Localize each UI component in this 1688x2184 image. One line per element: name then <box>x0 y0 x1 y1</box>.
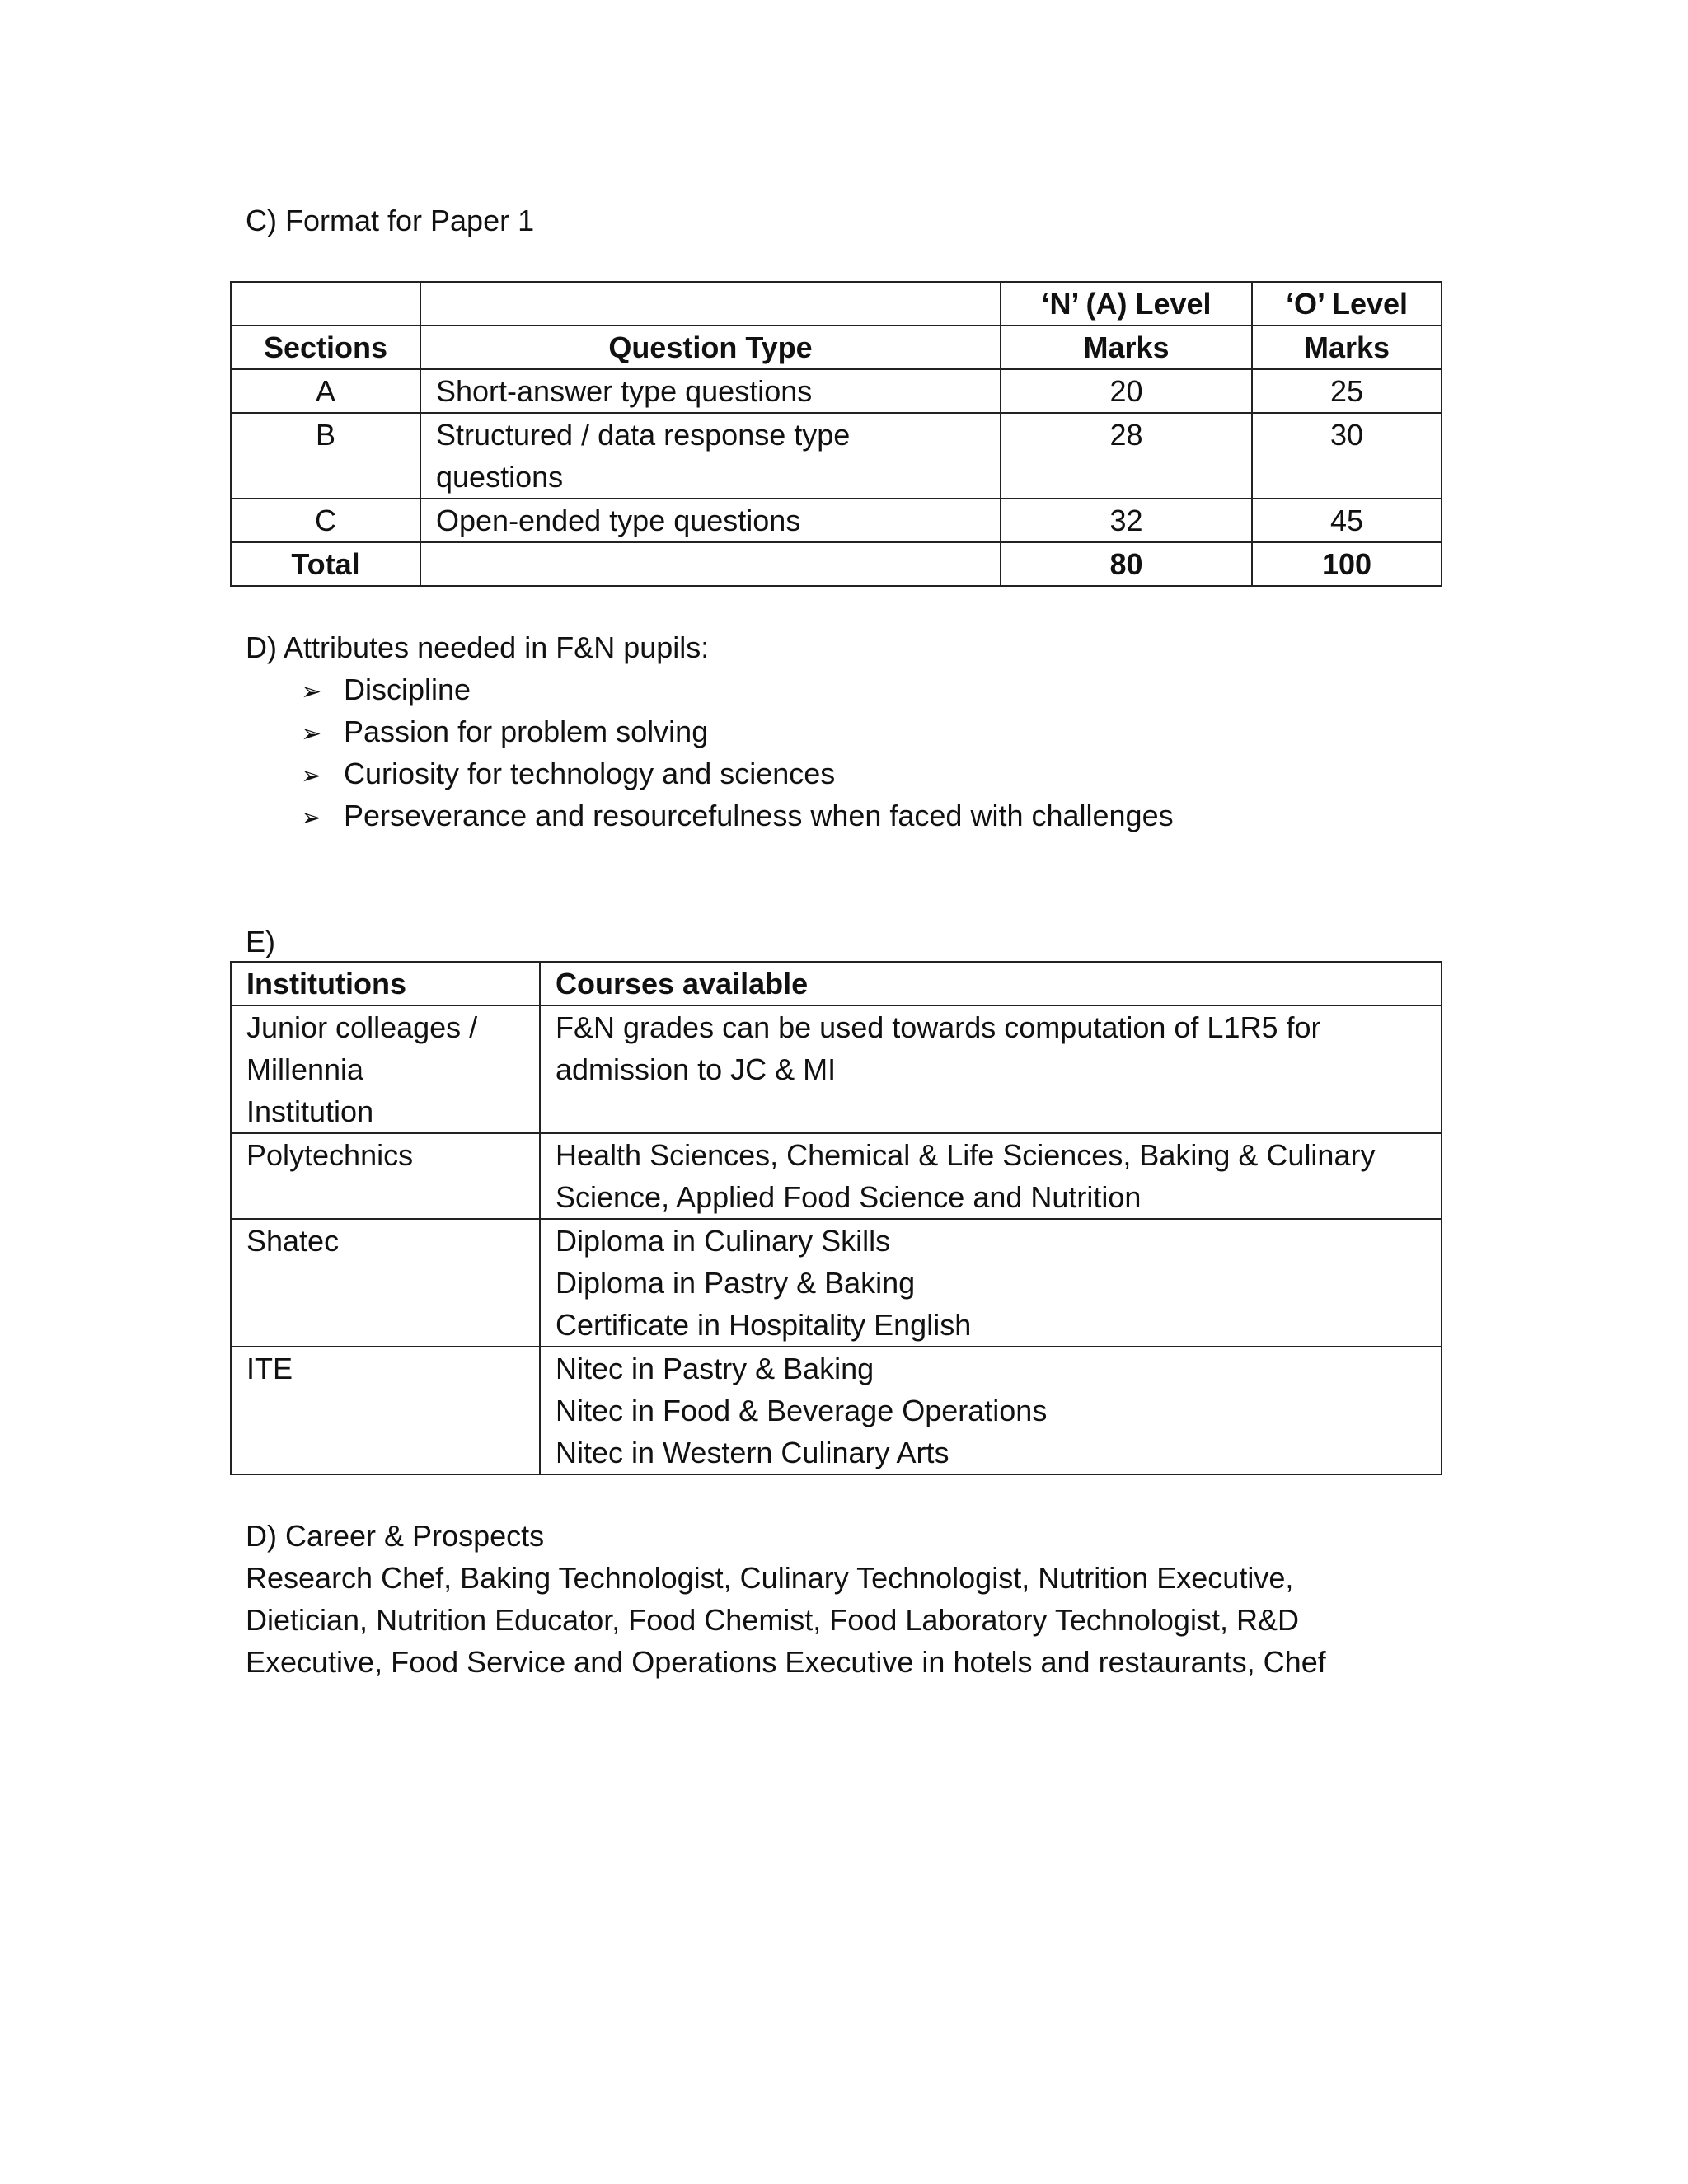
total-row: Total 80 100 <box>230 541 1442 587</box>
section-c-heading: C) Format for Paper 1 <box>246 204 535 237</box>
paper-format-table: ‘N’ (A) Level ‘O’ Level Sections Questio… <box>230 281 1442 587</box>
arrow-bullet-icon: ➢ <box>301 762 322 790</box>
list-item: ➢ Passion for problem solving <box>301 710 708 755</box>
list-item: ➢ Discipline <box>301 668 471 713</box>
list-item: ➢ Perseverance and resourcefulness when f… <box>301 794 1174 839</box>
section-d-heading: D) Attributes needed in F&N pupils: <box>246 630 710 664</box>
career-line: Research Chef, Baking Technologist, Culi… <box>246 1561 1294 1595</box>
table-header-row: ‘N’ (A) Level ‘O’ Level <box>230 281 1442 326</box>
table-row: ITE Nitec in Pastry & Baking Nitec in Foo… <box>230 1346 1442 1475</box>
institutions-table: Institutions Courses available Junior co… <box>230 961 1442 1475</box>
header-courses: Courses available <box>539 961 1442 1006</box>
arrow-bullet-icon: ➢ <box>301 720 322 748</box>
table-row: Shatec Diploma in Culinary Skills Diploma… <box>230 1218 1442 1347</box>
header-question-type: Question Type <box>420 325 1001 370</box>
career-line: Executive, Food Service and Operations E… <box>246 1645 1326 1679</box>
arrow-bullet-icon: ➢ <box>301 678 322 705</box>
table-row: A Short-answer type questions 20 25 <box>230 368 1442 414</box>
table-row: C Open-ended type questions 32 45 <box>230 498 1442 543</box>
table-row: Polytechnics Health Sciences, Chemical &… <box>230 1132 1442 1220</box>
header-n-level: ‘N’ (A) Level <box>1000 281 1253 326</box>
table-row: Junior colleages / Millennia Institution F… <box>230 1005 1442 1134</box>
header-sections: Sections <box>230 325 421 370</box>
header-marks: Marks <box>1251 325 1442 370</box>
header-institutions: Institutions <box>230 961 541 1006</box>
header-marks: Marks <box>1000 325 1253 370</box>
list-item: ➢ Curiosity for technology and sciences <box>301 752 835 797</box>
section-e-heading: E) <box>246 925 275 958</box>
career-line: Dietician, Nutrition Educator, Food Chem… <box>246 1603 1299 1637</box>
career-heading: D) Career & Prospects <box>246 1519 545 1553</box>
table-header-row: Sections Question Type Marks Marks <box>230 325 1442 370</box>
table-row: B Structured / data response type questio… <box>230 412 1442 499</box>
arrow-bullet-icon: ➢ <box>301 804 322 832</box>
table-header-row: Institutions Courses available <box>230 961 1442 1006</box>
header-o-level: ‘O’ Level <box>1251 281 1442 326</box>
